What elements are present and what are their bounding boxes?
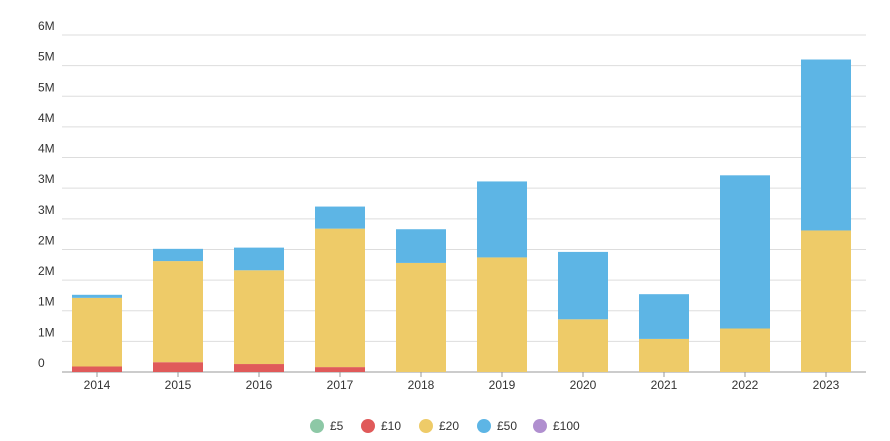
y-tick-label: 1M: [38, 295, 55, 309]
legend-swatch[interactable]: [419, 419, 433, 433]
bar-2016-series-1[interactable]: [234, 364, 284, 372]
y-tick-label: 3M: [38, 172, 55, 186]
x-tick-label: 2015: [165, 378, 192, 392]
x-tick-label: 2017: [327, 378, 354, 392]
legend-swatch[interactable]: [361, 419, 375, 433]
bar-2015-series-1[interactable]: [153, 362, 203, 372]
x-tick-label: 2014: [84, 378, 111, 392]
bar-2019-series-3[interactable]: [477, 181, 527, 258]
y-tick-label: 0: [38, 356, 45, 370]
y-tick-label: 6M: [38, 19, 55, 33]
y-tick-label: 4M: [38, 142, 55, 156]
y-tick-label: 2M: [38, 264, 55, 278]
x-tick-label: 2023: [813, 378, 840, 392]
bar-2014-series-1[interactable]: [72, 366, 122, 372]
y-tick-label: 4M: [38, 111, 55, 125]
legend-swatch[interactable]: [310, 419, 324, 433]
bars: [72, 59, 851, 372]
bar-2014-series-3[interactable]: [72, 294, 122, 298]
y-tick-label: 1M: [38, 325, 55, 339]
bar-2023-series-2[interactable]: [801, 230, 851, 372]
y-tick-label: 3M: [38, 203, 55, 217]
bar-2014-series-2[interactable]: [72, 297, 122, 367]
x-tick-label: 2021: [651, 378, 678, 392]
y-axis: 0 1M 1M 2M 2M 3M 3M 4M 4M 5M 5M 6M: [38, 19, 55, 370]
legend-label[interactable]: £100: [553, 419, 580, 433]
bar-2015-series-2[interactable]: [153, 261, 203, 363]
bar-2017-series-3[interactable]: [315, 206, 365, 229]
bar-2019-series-2[interactable]: [477, 257, 527, 372]
x-tick-label: 2019: [489, 378, 516, 392]
legend-swatch[interactable]: [477, 419, 491, 433]
x-tick-label: 2018: [408, 378, 435, 392]
x-tick-label: 2020: [570, 378, 597, 392]
bar-2021-series-2[interactable]: [639, 338, 689, 372]
y-tick-label: 5M: [38, 80, 55, 94]
bar-2018-series-3[interactable]: [396, 229, 446, 263]
bar-2016-series-2[interactable]: [234, 270, 284, 365]
legend-label[interactable]: £20: [439, 419, 459, 433]
bar-2017-series-2[interactable]: [315, 228, 365, 368]
bar-2020-series-2[interactable]: [558, 319, 608, 372]
legend: £5 £10 £20 £50 £100: [310, 419, 580, 433]
legend-label[interactable]: £50: [497, 419, 517, 433]
legend-label[interactable]: £5: [330, 419, 344, 433]
bar-2016-series-3[interactable]: [234, 247, 284, 271]
x-tick-label: 2016: [246, 378, 273, 392]
x-axis: 2014 2015 2016 2017 2018 2019 2020 2021 2022 2023: [84, 372, 840, 392]
bar-2017-series-1[interactable]: [315, 367, 365, 372]
y-tick-label: 5M: [38, 50, 55, 64]
bar-2022-series-3[interactable]: [720, 175, 770, 329]
bar-2020-series-3[interactable]: [558, 251, 608, 320]
bar-2022-series-2[interactable]: [720, 328, 770, 372]
bar-2015-series-3[interactable]: [153, 248, 203, 262]
bar-2023-series-3[interactable]: [801, 59, 851, 231]
y-tick-label: 2M: [38, 233, 55, 247]
bar-2021-series-3[interactable]: [639, 294, 689, 339]
legend-swatch[interactable]: [533, 419, 547, 433]
bar-2018-series-2[interactable]: [396, 262, 446, 372]
legend-label[interactable]: £10: [381, 419, 401, 433]
x-tick-label: 2022: [732, 378, 759, 392]
